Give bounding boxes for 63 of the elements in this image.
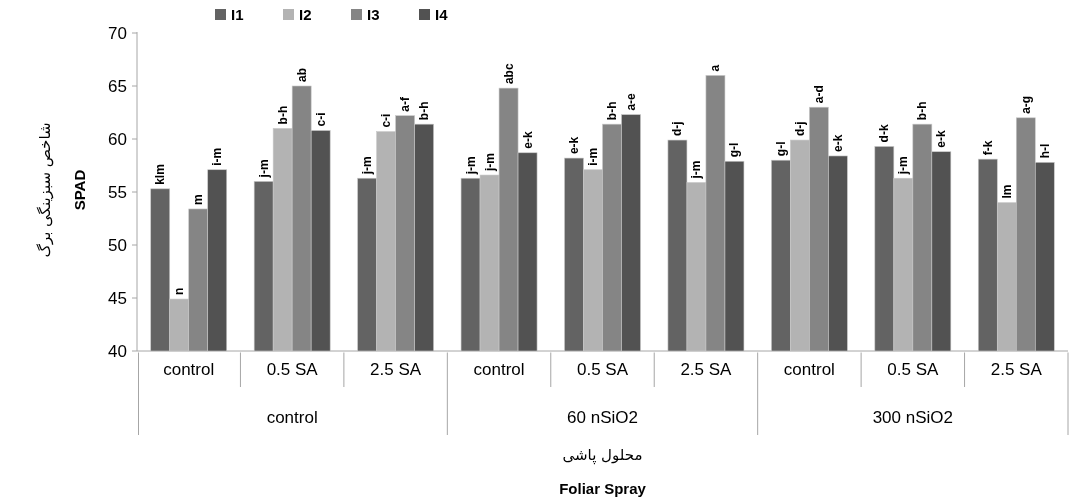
- data-label: a: [708, 64, 723, 72]
- legend-label: I2: [299, 6, 312, 23]
- data-label: j-m: [256, 159, 271, 179]
- legend-label: I4: [435, 6, 449, 23]
- data-label: ab: [294, 67, 309, 82]
- data-label: j-m: [482, 153, 497, 173]
- data-label: a-d: [811, 85, 826, 104]
- x-tick-label: control: [783, 360, 835, 379]
- data-label: e-k: [567, 136, 581, 155]
- y-axis-title: شاخص سبزینگی برگ: [36, 122, 54, 258]
- data-label: d-j: [670, 121, 685, 137]
- data-label: klm: [153, 164, 168, 185]
- x-tick-label: 0.5 SA: [266, 360, 319, 379]
- data-label: b-h: [417, 101, 432, 121]
- data-label: c-i: [313, 112, 328, 127]
- y-tick-label: 45: [108, 289, 127, 308]
- x-tick-label: 0.5 SA: [887, 360, 939, 379]
- data-label: d-k: [877, 124, 892, 143]
- data-label: abc: [501, 63, 516, 85]
- data-label: e-k: [830, 134, 845, 152]
- data-label: j-m: [896, 156, 911, 176]
- data-label: e-k: [520, 131, 535, 149]
- data-label: n: [172, 287, 187, 296]
- data-label: b-h: [915, 101, 930, 121]
- data-label: a-g: [1018, 95, 1033, 114]
- data-label: lm: [999, 184, 1014, 199]
- text: Foliar Spray: [559, 480, 647, 497]
- x-tick-label: control: [163, 360, 215, 379]
- data-label: m: [191, 194, 206, 205]
- y-tick-label: 60: [108, 130, 127, 149]
- y-tick-label: 40: [108, 342, 127, 361]
- legend-label: I1: [231, 6, 244, 23]
- data-label: e-k: [934, 130, 949, 148]
- x-tick-label: 0.5 SA: [576, 360, 629, 379]
- data-label: f-k: [980, 140, 995, 156]
- data-label: h-l: [1037, 143, 1052, 159]
- y-tick-label: 55: [108, 183, 127, 202]
- x-tick-label: 2.5 SA: [370, 360, 422, 379]
- data-label: d-j: [792, 121, 807, 137]
- text: 60 nSiO2: [567, 408, 638, 427]
- data-label: g-l: [773, 141, 788, 157]
- x-tick-label: 2.5 SA: [990, 360, 1043, 379]
- y-tick-label: 65: [108, 77, 127, 96]
- data-label: a-f: [398, 96, 413, 112]
- data-label: j-m: [689, 160, 704, 180]
- y-tick-label: 70: [108, 24, 127, 43]
- text: control: [266, 408, 318, 427]
- x-axis-title: محلول پاشی: [562, 446, 643, 465]
- legend-label: I3: [367, 6, 380, 23]
- text: SPAD: [71, 169, 88, 211]
- data-label: i-m: [586, 147, 600, 166]
- data-label: j-m: [360, 156, 375, 176]
- data-label: j-m: [463, 156, 478, 176]
- x-tick-label: control: [473, 360, 525, 379]
- y-tick-label: 50: [108, 236, 127, 255]
- data-label: a-e: [624, 92, 638, 111]
- data-label: g-l: [727, 142, 742, 158]
- data-label: b-h: [275, 105, 290, 125]
- data-label: c-i: [379, 113, 394, 128]
- data-label: i-m: [210, 147, 225, 166]
- text: 300 nSiO2: [872, 408, 954, 427]
- x-tick-label: 2.5 SA: [680, 360, 733, 379]
- data-label: b-h: [605, 101, 619, 121]
